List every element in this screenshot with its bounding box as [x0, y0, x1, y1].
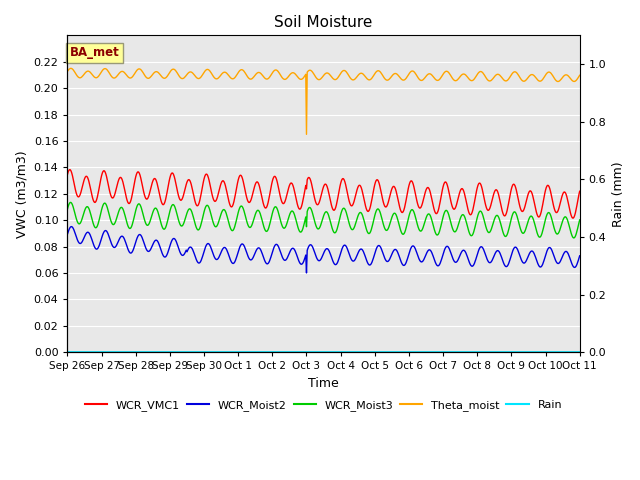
- WCR_Moist2: [417, 259, 425, 264]
- WCR_Moist3: [576, 217, 584, 223]
- WCR_Moist2: [63, 231, 71, 237]
- Rain: [529, 349, 536, 355]
- Y-axis label: Rain (mm): Rain (mm): [612, 161, 625, 227]
- Theta_moist: [531, 73, 538, 79]
- Theta_moist: [67, 65, 75, 71]
- Theta_moist: [63, 69, 71, 74]
- Rain: [316, 349, 323, 355]
- WCR_Moist2: [576, 253, 584, 259]
- WCR_Moist3: [570, 235, 578, 241]
- WCR_VMC1: [529, 196, 537, 202]
- WCR_VMC1: [66, 167, 74, 172]
- WCR_VMC1: [417, 205, 424, 211]
- WCR_Moist3: [529, 216, 537, 222]
- Rain: [365, 349, 373, 355]
- Line: WCR_Moist2: WCR_Moist2: [67, 227, 580, 273]
- WCR_Moist2: [199, 253, 207, 259]
- Theta_moist: [177, 75, 184, 81]
- Theta_moist: [417, 78, 425, 84]
- Line: Theta_moist: Theta_moist: [67, 68, 580, 134]
- Theta_moist: [199, 72, 207, 78]
- Text: BA_met: BA_met: [70, 47, 120, 60]
- Rain: [576, 349, 584, 355]
- WCR_Moist2: [367, 262, 374, 267]
- WCR_VMC1: [576, 188, 584, 194]
- WCR_VMC1: [316, 197, 324, 203]
- Theta_moist: [576, 72, 584, 78]
- WCR_Moist3: [316, 224, 324, 230]
- WCR_VMC1: [63, 171, 71, 177]
- WCR_Moist3: [177, 222, 184, 228]
- WCR_Moist2: [68, 224, 76, 229]
- WCR_Moist2: [531, 251, 538, 256]
- Line: WCR_VMC1: WCR_VMC1: [67, 169, 580, 218]
- WCR_VMC1: [199, 183, 207, 189]
- Line: WCR_Moist3: WCR_Moist3: [67, 203, 580, 238]
- Rain: [416, 349, 424, 355]
- Theta_moist: [317, 76, 324, 82]
- WCR_Moist3: [67, 200, 74, 205]
- WCR_VMC1: [177, 197, 184, 203]
- WCR_Moist3: [366, 230, 374, 236]
- WCR_VMC1: [366, 206, 374, 212]
- WCR_Moist3: [417, 228, 424, 234]
- WCR_Moist2: [317, 257, 324, 263]
- Rain: [198, 349, 205, 355]
- WCR_Moist2: [303, 270, 310, 276]
- Legend: WCR_VMC1, WCR_Moist2, WCR_Moist3, Theta_moist, Rain: WCR_VMC1, WCR_Moist2, WCR_Moist3, Theta_…: [81, 396, 566, 416]
- Title: Soil Moisture: Soil Moisture: [275, 15, 372, 30]
- Y-axis label: VWC (m3/m3): VWC (m3/m3): [15, 150, 28, 238]
- WCR_Moist3: [63, 206, 71, 212]
- X-axis label: Time: Time: [308, 377, 339, 390]
- WCR_Moist3: [199, 215, 207, 221]
- WCR_VMC1: [570, 215, 577, 221]
- Theta_moist: [367, 77, 374, 83]
- WCR_Moist2: [177, 251, 184, 256]
- Rain: [63, 349, 71, 355]
- Theta_moist: [303, 132, 310, 137]
- Rain: [176, 349, 184, 355]
